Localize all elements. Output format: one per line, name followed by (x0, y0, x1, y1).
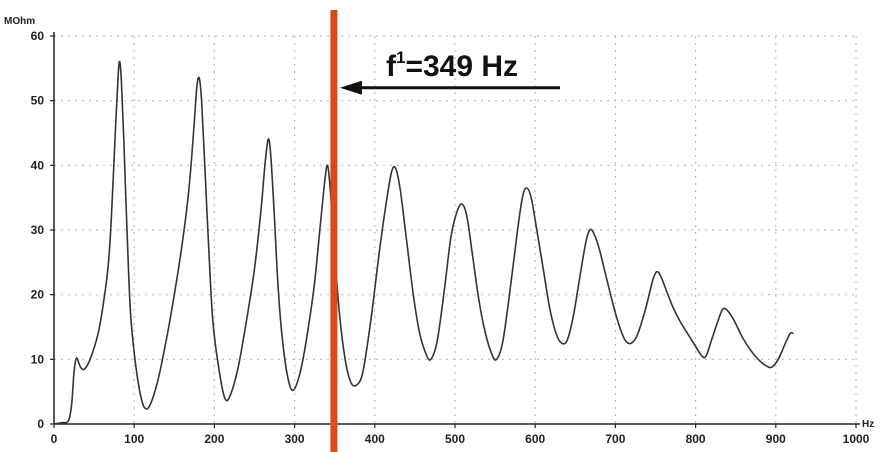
annotation-label-f: f (386, 50, 397, 83)
annotation-layer: f1=349 Hz (330, 10, 560, 452)
x-tick-label-200: 200 (204, 432, 224, 446)
frequency-marker-line (330, 10, 338, 452)
annotation-label-value: =349 Hz (405, 50, 518, 83)
x-unit-label: Hz (862, 419, 874, 430)
x-tick-label-400: 400 (365, 432, 385, 446)
x-tick-label-700: 700 (605, 432, 625, 446)
y-tick-label-30: 30 (31, 223, 45, 237)
y-tick-label-20: 20 (31, 288, 45, 302)
grid-layer (54, 35, 857, 424)
x-tick-label-600: 600 (525, 432, 545, 446)
y-tick-label-60: 60 (31, 29, 45, 43)
tick-layer: 0 100 200 300 400 500 600 700 800 900 1000 0 10 20 30 4… (31, 29, 870, 446)
x-tick-label-900: 900 (766, 432, 786, 446)
series-line-0 (53, 60, 794, 425)
annotation-arrow-head (339, 80, 362, 95)
series-layer (53, 60, 794, 425)
y-tick-label-10: 10 (31, 352, 45, 366)
x-tick-label-0: 0 (51, 432, 58, 446)
y-tick-label-50: 50 (31, 94, 45, 108)
x-tick-label-800: 800 (686, 432, 706, 446)
annotation-label-superscript: 1 (396, 48, 405, 67)
y-tick-label-0: 0 (37, 417, 44, 431)
x-tick-label-100: 100 (124, 432, 144, 446)
x-tick-label-500: 500 (445, 432, 465, 446)
axis-layer: MOhm Hz (4, 16, 874, 430)
annotation-label: f1=349 Hz (386, 48, 518, 83)
x-tick-label-1000: 1000 (843, 432, 870, 446)
y-tick-label-40: 40 (31, 158, 45, 172)
x-tick-label-300: 300 (285, 432, 305, 446)
y-unit-label: MOhm (4, 16, 35, 27)
